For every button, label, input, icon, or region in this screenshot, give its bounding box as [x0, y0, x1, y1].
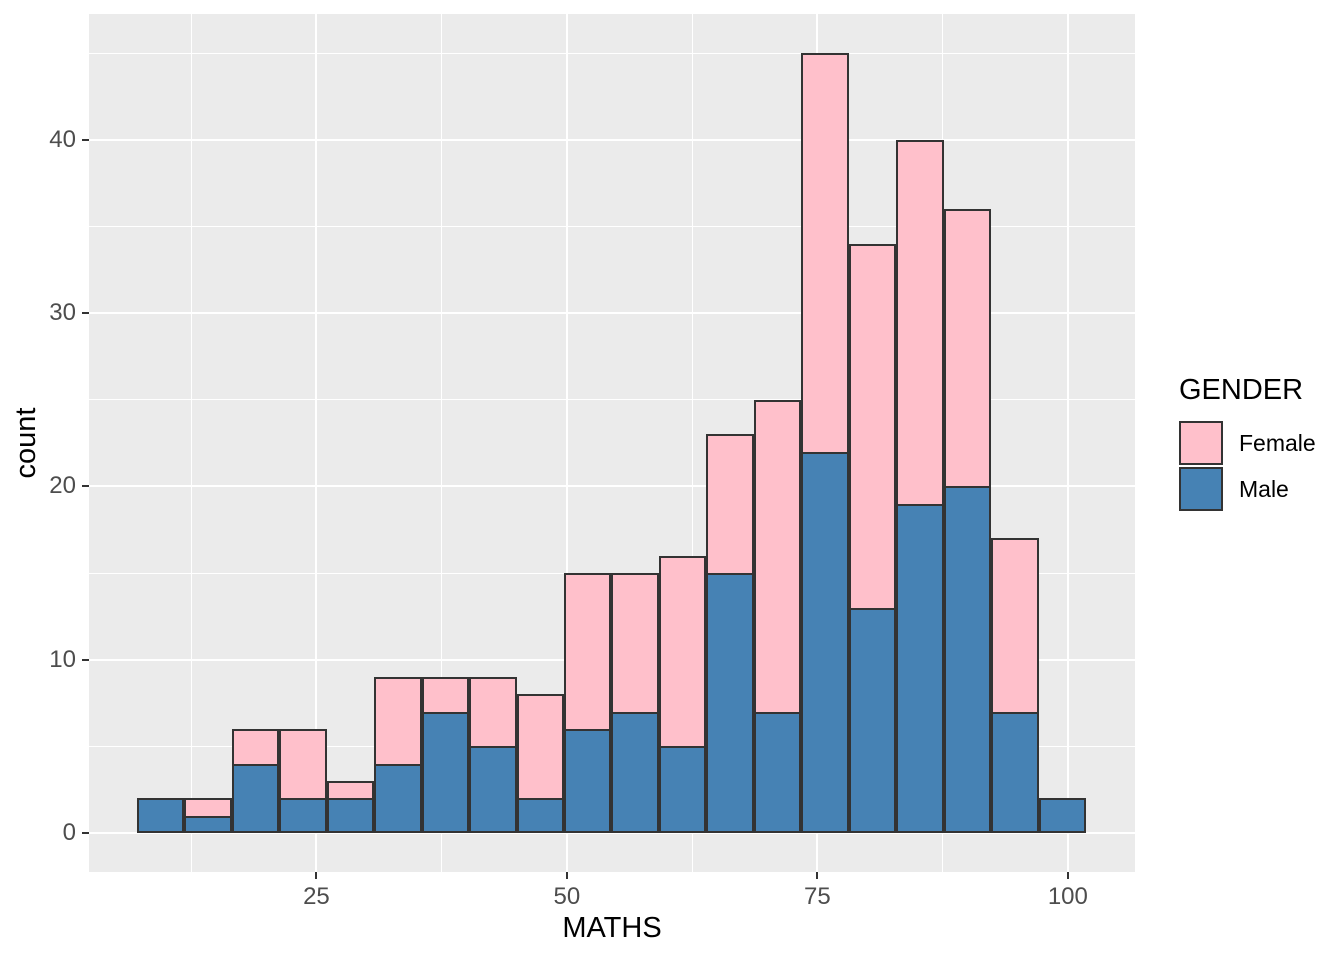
- bar-segment-female-bin9: [516, 694, 564, 799]
- bar-segment-male-bin1: [136, 798, 185, 833]
- legend-item-male: Male: [1179, 467, 1316, 511]
- bar-segment-female-bin19: [991, 538, 1039, 712]
- bar-segment-male-bin13: [706, 573, 754, 833]
- y-axis-title: count: [10, 407, 42, 479]
- bar-segment-female-bin14: [753, 399, 802, 712]
- y-major-gridline: [89, 485, 1135, 488]
- bar-segment-male-bin14: [753, 711, 802, 833]
- bar-segment-male-bin15: [801, 451, 849, 833]
- y-tick-mark: [82, 832, 89, 834]
- x-tick-mark: [315, 872, 318, 879]
- y-tick-label: 40: [49, 125, 76, 153]
- bar-segment-female-bin8: [469, 677, 517, 747]
- bar-segment-male-bin12: [658, 746, 707, 833]
- bar-segment-female-bin17: [896, 139, 944, 504]
- bar-segment-female-bin6: [374, 677, 422, 764]
- y-minor-gridline: [89, 225, 1135, 227]
- legend-item-female: Female: [1179, 421, 1316, 465]
- x-tick-label: 75: [804, 883, 831, 910]
- bar-segment-male-bin6: [374, 763, 422, 833]
- y-tick-label: 0: [62, 819, 76, 846]
- bar-segment-male-bin19: [991, 711, 1039, 833]
- x-tick-label: 50: [553, 883, 581, 910]
- bar-segment-male-bin17: [896, 503, 944, 833]
- bar-segment-male-bin20: [1038, 798, 1087, 833]
- bar-segment-female-bin5: [326, 781, 375, 799]
- y-tick-mark: [82, 312, 89, 314]
- bar-segment-female-bin3: [231, 729, 280, 764]
- y-major-gridline: [89, 832, 1135, 834]
- x-minor-gridline: [691, 14, 693, 872]
- bar-segment-male-bin7: [421, 711, 470, 833]
- legend-swatch-female: [1179, 421, 1223, 465]
- bar-segment-female-bin10: [564, 573, 612, 729]
- bar-segment-female-bin16: [848, 243, 897, 608]
- x-tick-mark: [1066, 872, 1069, 879]
- bar-segment-male-bin3: [231, 763, 280, 833]
- bar-segment-female-bin11: [611, 573, 659, 712]
- bar-segment-male-bin16: [848, 607, 897, 833]
- bar-segment-female-bin7: [421, 677, 470, 712]
- legend-swatch-male: [1179, 467, 1223, 511]
- legend-items: Female Male: [1179, 421, 1316, 511]
- bar-segment-female-bin18: [943, 209, 992, 487]
- bar-segment-male-bin5: [326, 798, 375, 833]
- y-major-gridline: [89, 138, 1135, 141]
- plot-panel: [89, 14, 1135, 872]
- y-minor-gridline: [89, 52, 1135, 54]
- y-major-gridline: [89, 312, 1135, 314]
- x-minor-gridline: [441, 14, 443, 872]
- x-minor-gridline: [190, 14, 192, 872]
- legend-label-male: Male: [1239, 475, 1289, 502]
- x-major-gridline: [565, 14, 568, 872]
- legend: GENDER Female Male: [1179, 374, 1316, 513]
- x-axis-title: MATHS: [562, 912, 662, 944]
- y-tick-label: 20: [49, 472, 76, 500]
- x-tick-label: 100: [1047, 883, 1088, 910]
- bar-segment-male-bin11: [611, 711, 659, 833]
- bar-segment-male-bin10: [564, 729, 612, 833]
- x-major-gridline: [1066, 14, 1069, 872]
- x-tick-label: 25: [303, 883, 330, 910]
- bar-segment-male-bin2: [184, 815, 232, 833]
- y-tick-mark: [82, 138, 89, 141]
- y-minor-gridline: [89, 399, 1135, 401]
- bar-segment-female-bin13: [706, 434, 754, 573]
- legend-title: GENDER: [1179, 374, 1304, 406]
- bar-segment-female-bin15: [801, 53, 849, 452]
- x-tick-mark: [565, 872, 568, 879]
- bar-segment-female-bin4: [279, 729, 327, 799]
- y-tick-mark: [82, 485, 89, 488]
- legend-label-female: Female: [1239, 429, 1316, 456]
- bar-segment-female-bin2: [184, 798, 232, 816]
- bar-segment-female-bin12: [658, 555, 707, 747]
- x-major-gridline: [315, 14, 318, 872]
- y-tick-label: 10: [49, 645, 76, 673]
- y-tick-mark: [82, 658, 89, 661]
- bar-segment-male-bin18: [943, 486, 992, 833]
- bar-segment-male-bin8: [469, 746, 517, 833]
- bar-segment-male-bin9: [516, 798, 564, 833]
- x-tick-mark: [816, 872, 819, 879]
- bar-segment-male-bin4: [279, 798, 327, 833]
- y-tick-label: 30: [49, 299, 76, 326]
